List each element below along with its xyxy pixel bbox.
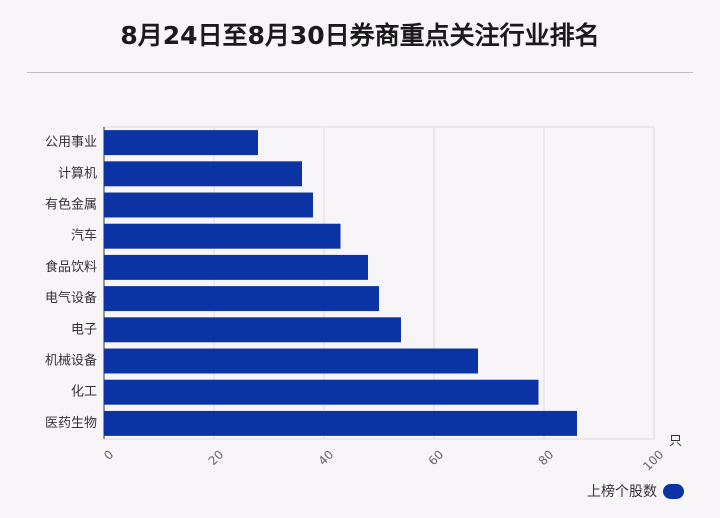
category-label: 有色金属 (45, 197, 97, 213)
category-label: 计算机 (58, 166, 97, 181)
category-label: 汽车 (71, 228, 97, 244)
x-tick-label: 40 (316, 447, 337, 468)
x-axis-unit: 只 (669, 434, 682, 449)
x-tick-label: 80 (536, 447, 557, 468)
category-label: 电子 (71, 322, 97, 337)
x-tick-label: 20 (206, 447, 227, 468)
bar (104, 379, 539, 405)
bar (104, 130, 258, 156)
bar (104, 223, 341, 249)
category-label: 化工 (71, 385, 97, 400)
category-label: 机械设备 (45, 353, 97, 369)
x-tick-label: 60 (426, 447, 447, 468)
bar (104, 161, 302, 187)
x-tick-label: 0 (101, 447, 116, 462)
category-label: 医药生物 (45, 416, 97, 431)
bar (104, 254, 368, 280)
x-tick-labels: 0 20 40 60 80 100 (101, 447, 666, 473)
chart-title: 8月24日至8月30日券商重点关注行业排名 (120, 21, 600, 50)
x-tick-label: 100 (640, 447, 666, 473)
category-label: 食品饮料 (45, 259, 97, 275)
bar (104, 410, 577, 436)
bars (104, 130, 577, 436)
bar (104, 286, 379, 312)
legend-swatch (663, 483, 684, 499)
bar (104, 317, 401, 343)
legend: 上榜个股数 (587, 481, 684, 501)
bar (104, 348, 478, 374)
title-divider (27, 72, 693, 73)
bar (104, 192, 313, 218)
category-label: 电气设备 (45, 290, 97, 306)
category-label: 公用事业 (45, 135, 97, 150)
legend-label: 上榜个股数 (587, 484, 657, 500)
